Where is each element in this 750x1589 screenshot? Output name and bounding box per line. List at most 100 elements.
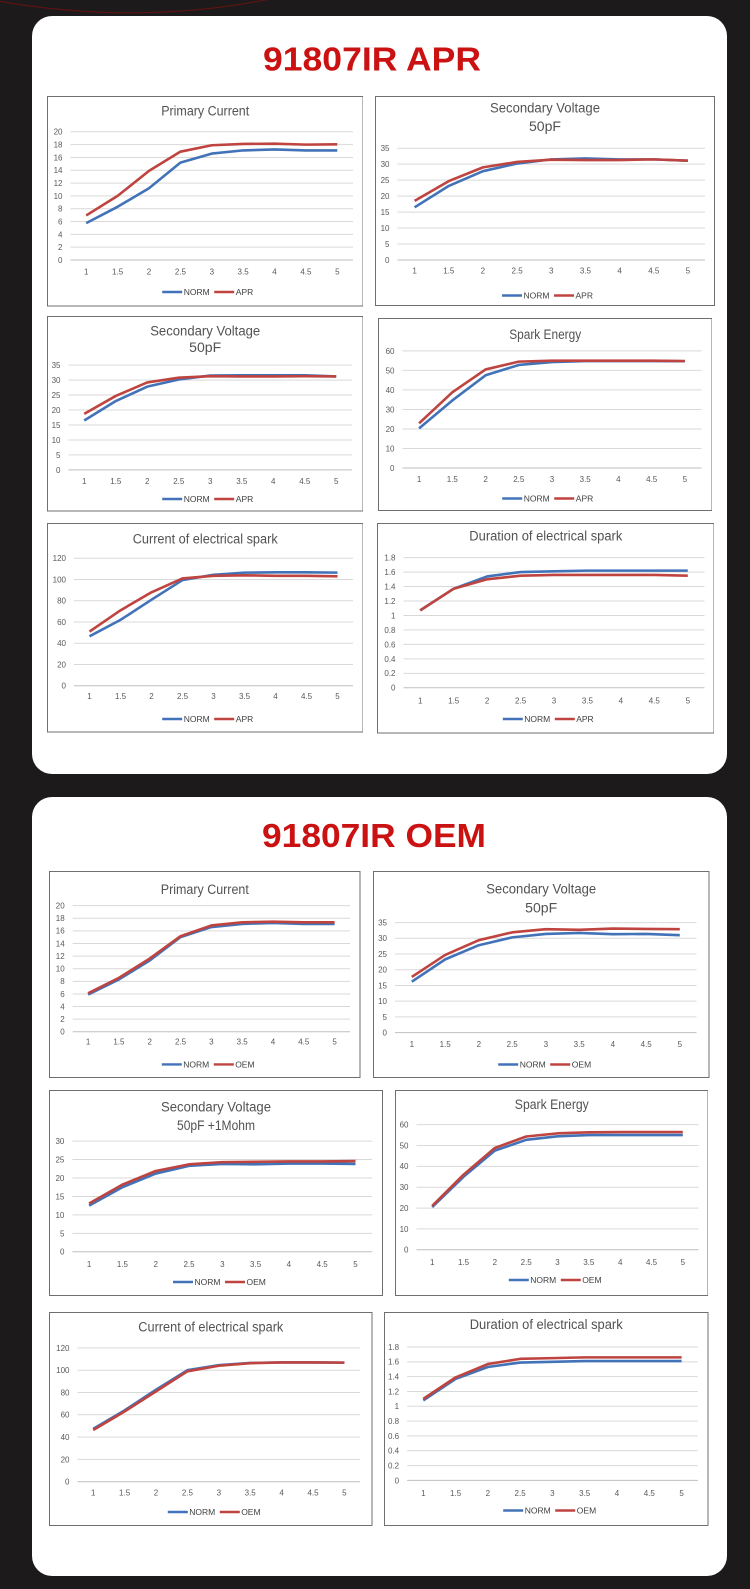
svg-text:8: 8 <box>60 977 65 986</box>
svg-text:40: 40 <box>61 1433 70 1442</box>
svg-text:4: 4 <box>617 1258 622 1267</box>
svg-text:35: 35 <box>51 361 60 370</box>
svg-text:0.4: 0.4 <box>384 655 396 664</box>
svg-text:1: 1 <box>395 1402 400 1411</box>
svg-text:2: 2 <box>153 1260 158 1269</box>
svg-text:20: 20 <box>57 660 66 669</box>
svg-text:2: 2 <box>483 474 488 483</box>
svg-text:0.6: 0.6 <box>388 1432 400 1441</box>
svg-text:5: 5 <box>353 1260 358 1269</box>
svg-text:30: 30 <box>378 934 387 943</box>
svg-text:1.2: 1.2 <box>384 597 396 606</box>
svg-text:1: 1 <box>87 692 92 701</box>
svg-text:NORM: NORM <box>195 1277 221 1287</box>
svg-text:0: 0 <box>404 1246 409 1255</box>
svg-text:NORM: NORM <box>189 1507 215 1517</box>
svg-text:4.5: 4.5 <box>300 267 312 276</box>
svg-text:NORM: NORM <box>183 287 209 297</box>
svg-text:3.5: 3.5 <box>579 267 591 276</box>
svg-text:91807IR APR: 91807IR APR <box>263 43 481 78</box>
svg-text:1: 1 <box>391 611 396 620</box>
svg-text:3: 3 <box>548 267 553 276</box>
svg-text:1: 1 <box>83 267 88 276</box>
svg-text:4: 4 <box>287 1260 292 1269</box>
svg-text:10: 10 <box>53 192 62 201</box>
svg-text:12: 12 <box>53 179 62 188</box>
svg-text:10: 10 <box>378 997 387 1006</box>
svg-text:91807IR OEM: 91807IR OEM <box>262 818 486 854</box>
svg-text:1: 1 <box>417 696 422 705</box>
svg-text:1.5: 1.5 <box>448 696 460 705</box>
svg-text:3.5: 3.5 <box>250 1260 262 1269</box>
svg-text:4: 4 <box>611 1040 616 1049</box>
svg-text:1.6: 1.6 <box>384 568 396 577</box>
svg-text:1.6: 1.6 <box>388 1358 400 1367</box>
svg-text:40: 40 <box>385 385 394 394</box>
svg-text:4: 4 <box>279 1488 284 1497</box>
svg-text:25: 25 <box>51 391 60 400</box>
svg-text:1.4: 1.4 <box>384 582 396 591</box>
svg-text:4: 4 <box>616 474 621 483</box>
svg-text:1: 1 <box>421 1489 426 1498</box>
svg-text:Secondary Voltage: Secondary Voltage <box>490 101 600 116</box>
svg-text:2: 2 <box>60 1015 65 1024</box>
svg-text:APR: APR <box>576 714 593 724</box>
svg-text:1: 1 <box>86 1037 91 1046</box>
svg-text:3: 3 <box>551 696 556 705</box>
svg-text:0: 0 <box>61 682 66 691</box>
svg-text:1: 1 <box>412 267 417 276</box>
svg-text:4.5: 4.5 <box>641 1040 653 1049</box>
svg-text:30: 30 <box>385 405 394 414</box>
svg-text:2: 2 <box>144 477 149 486</box>
svg-text:Secondary Voltage: Secondary Voltage <box>486 882 596 897</box>
svg-text:20: 20 <box>53 128 62 137</box>
svg-text:Duration of electrical spark: Duration of electrical spark <box>469 529 622 544</box>
svg-text:0: 0 <box>383 1029 388 1038</box>
svg-text:60: 60 <box>399 1121 408 1130</box>
svg-text:16: 16 <box>53 153 62 162</box>
svg-text:NORM: NORM <box>525 1506 551 1516</box>
svg-text:3.5: 3.5 <box>238 692 250 701</box>
svg-text:3.5: 3.5 <box>579 474 591 483</box>
svg-text:1: 1 <box>429 1258 434 1267</box>
svg-text:3.5: 3.5 <box>237 1037 249 1046</box>
svg-text:1.5: 1.5 <box>450 1489 462 1498</box>
svg-text:12: 12 <box>56 951 65 960</box>
svg-text:40: 40 <box>57 639 66 648</box>
svg-text:1.5: 1.5 <box>457 1258 469 1267</box>
svg-text:NORM: NORM <box>183 1059 209 1069</box>
svg-text:1: 1 <box>87 1260 92 1269</box>
svg-text:2: 2 <box>149 692 154 701</box>
svg-text:1.8: 1.8 <box>388 1343 400 1352</box>
svg-text:Spark Energy: Spark Energy <box>514 1097 588 1112</box>
svg-text:NORM: NORM <box>520 1060 546 1070</box>
svg-text:5: 5 <box>56 451 61 460</box>
svg-text:4.5: 4.5 <box>317 1260 329 1269</box>
svg-text:18: 18 <box>53 141 62 150</box>
svg-text:4.5: 4.5 <box>645 1258 657 1267</box>
svg-text:Secondary Voltage: Secondary Voltage <box>161 1100 271 1115</box>
svg-text:5: 5 <box>680 1258 685 1267</box>
svg-text:APR: APR <box>235 494 252 504</box>
svg-text:3: 3 <box>555 1258 560 1267</box>
svg-text:15: 15 <box>55 1192 64 1201</box>
svg-text:2.5: 2.5 <box>173 477 185 486</box>
svg-text:OEM: OEM <box>582 1275 601 1285</box>
svg-text:4.5: 4.5 <box>644 1489 656 1498</box>
svg-text:NORM: NORM <box>523 291 549 301</box>
svg-text:1: 1 <box>91 1488 96 1497</box>
svg-text:2: 2 <box>146 267 151 276</box>
svg-text:Duration of electrical spark: Duration of electrical spark <box>470 1317 623 1332</box>
svg-text:3.5: 3.5 <box>581 696 593 705</box>
svg-text:Current of electrical spark: Current of electrical spark <box>132 532 277 547</box>
svg-text:2: 2 <box>480 267 485 276</box>
svg-text:5: 5 <box>342 1488 347 1497</box>
svg-text:6: 6 <box>58 217 63 226</box>
svg-text:1.5: 1.5 <box>440 1040 452 1049</box>
svg-text:2.5: 2.5 <box>515 1489 527 1498</box>
svg-text:APR: APR <box>575 493 592 503</box>
svg-text:3.5: 3.5 <box>583 1258 595 1267</box>
svg-text:2: 2 <box>154 1488 159 1497</box>
svg-text:4.5: 4.5 <box>307 1488 319 1497</box>
svg-text:0: 0 <box>391 684 396 693</box>
